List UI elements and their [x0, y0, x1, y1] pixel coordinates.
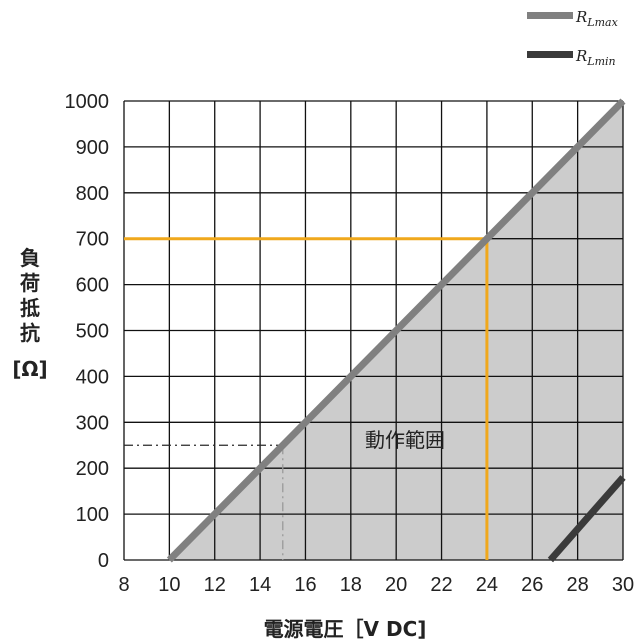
y-tick-label: 1000: [65, 91, 110, 113]
x-tick-label: 24: [476, 574, 498, 596]
y-tick-label: 900: [76, 137, 109, 159]
y-tick-label: 600: [76, 275, 109, 297]
y-tick-label: 700: [76, 229, 109, 251]
legend-item-rlmin: RLmin: [527, 47, 616, 68]
x-tick-label: 8: [118, 574, 129, 596]
y-axis-label-char: 抵: [20, 296, 40, 320]
y-tick-label: 400: [76, 366, 109, 388]
x-tick-labels: 8 10 12 14 16 18 20 22 24 26 28 30: [118, 574, 634, 596]
x-tick-label: 22: [430, 574, 452, 596]
y-tick-label: 100: [76, 504, 109, 526]
legend-swatch-rlmax: [527, 12, 573, 19]
legend-item-rlmax: RLmax: [527, 8, 619, 29]
grid: [123, 100, 624, 561]
x-tick-label: 16: [294, 574, 316, 596]
y-axis-label-char: 抗: [20, 321, 40, 345]
y-tick-label: 0: [98, 550, 109, 572]
x-tick-label: 30: [612, 574, 634, 596]
y-axis-label-char: 負: [20, 246, 40, 270]
y-tick-labels: 0 100 200 300 400 500 600 700 800 900 1000: [65, 91, 110, 572]
y-tick-label: 300: [76, 412, 109, 434]
operating-range-label: 動作範囲: [365, 428, 445, 452]
series-line-rlmax: [166, 98, 626, 563]
x-tick-label: 26: [521, 574, 543, 596]
legend-label-rlmax: RLmax: [575, 8, 619, 29]
legend-swatch-rlmin: [527, 51, 573, 58]
y-axis-label-unit: [Ω]: [12, 357, 47, 381]
x-tick-label: 18: [340, 574, 362, 596]
y-tick-label: 800: [76, 183, 109, 205]
y-axis-label: 負 荷 抵 抗 [Ω]: [12, 246, 47, 381]
annotation-lines: [124, 237, 489, 560]
legend: RLmax RLmin: [527, 8, 619, 68]
x-tick-label: 28: [567, 574, 589, 596]
x-tick-label: 14: [249, 574, 271, 596]
y-axis-label-char: 荷: [20, 271, 40, 295]
series-lines: [166, 98, 626, 563]
x-tick-label: 12: [204, 574, 226, 596]
y-tick-label: 200: [76, 458, 109, 480]
series-line-rlmin: [547, 475, 626, 563]
y-tick-label: 500: [76, 321, 109, 343]
x-tick-label: 20: [385, 574, 407, 596]
x-axis-label: 電源電圧［V DC]: [264, 617, 427, 641]
legend-label-rlmin: RLmin: [575, 47, 616, 68]
x-tick-label: 10: [158, 574, 180, 596]
